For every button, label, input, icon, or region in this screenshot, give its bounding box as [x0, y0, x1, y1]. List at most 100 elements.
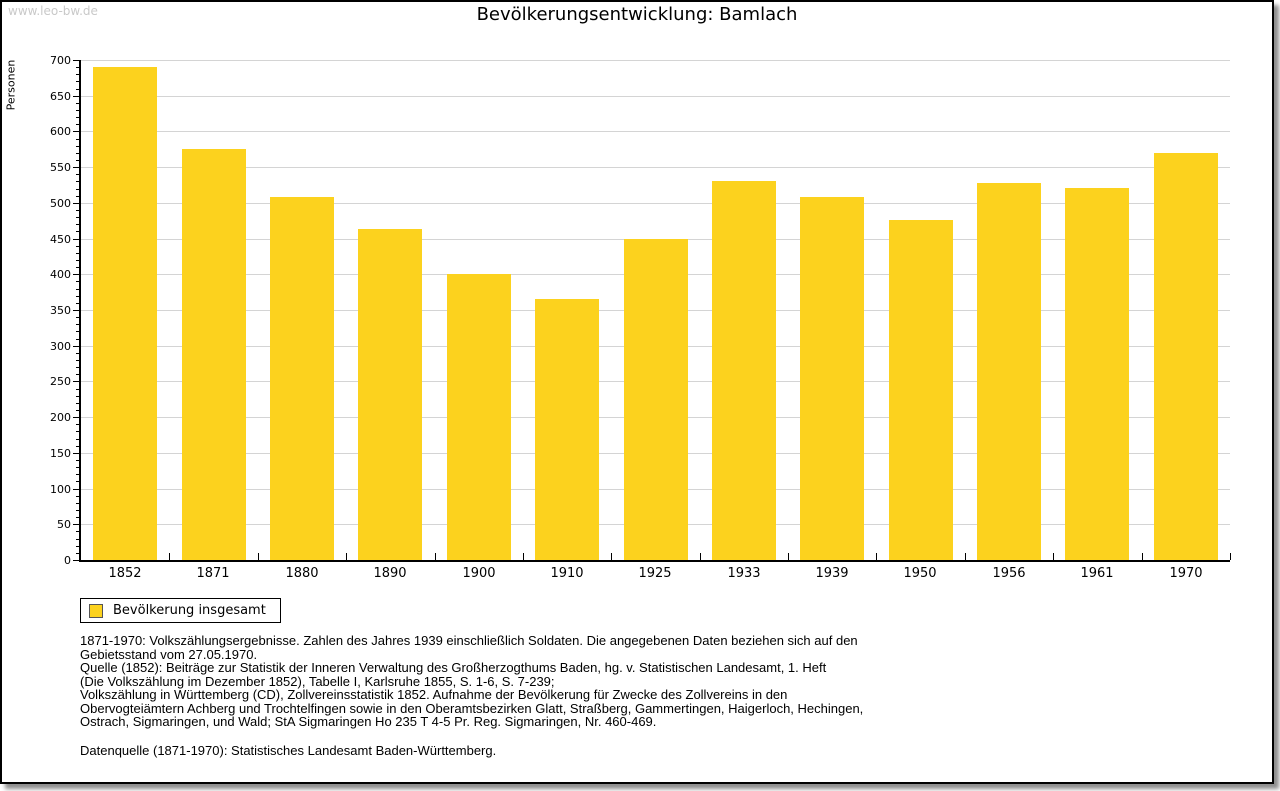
- bar-1910: [535, 299, 599, 560]
- source-note-line: Gebietsstand vom 27.05.1970.: [80, 646, 258, 662]
- y-minor-tick: [76, 402, 79, 404]
- plot-area: 0 50 100 150 200 250 300 350 400 450 500 550 600 650 7…: [50, 54, 1231, 581]
- category-separator-tick: [435, 553, 436, 560]
- x-tick-label: 1890: [373, 566, 407, 581]
- category-separator-tick: [1142, 553, 1143, 560]
- chart-title: Bevölkerungsentwicklung: Bamlach: [476, 4, 798, 25]
- y-minor-tick: [76, 117, 79, 119]
- bar-1925: [624, 239, 688, 560]
- source-note-line: (Die Volkszählung im Dezember 1852), Tab…: [80, 673, 555, 689]
- y-minor-tick: [76, 102, 79, 104]
- gridline: [81, 60, 1230, 61]
- y-minor-tick: [76, 210, 79, 211]
- legend-swatch-icon: [89, 603, 103, 618]
- y-major-tick: [73, 345, 79, 347]
- y-major-tick: [73, 274, 79, 276]
- x-tick-label: 1950: [903, 566, 937, 581]
- bar-1956: [977, 183, 1041, 560]
- y-minor-tick: [76, 160, 79, 161]
- y-minor-tick: [76, 260, 79, 261]
- category-separator-tick: [169, 553, 170, 560]
- y-minor-tick: [76, 352, 79, 354]
- y-tick-label: 350: [50, 304, 71, 317]
- x-tick-label: 1925: [638, 566, 672, 581]
- y-minor-tick: [76, 217, 79, 219]
- y-major-tick: [73, 310, 79, 311]
- y-minor-tick: [76, 367, 79, 369]
- bar-1950: [889, 220, 953, 560]
- x-tick-label: 1900: [462, 566, 496, 581]
- y-tick-label: 0: [64, 554, 71, 567]
- x-tick-label: 1910: [550, 566, 584, 581]
- y-major-tick: [73, 238, 79, 240]
- category-separator-tick: [1053, 553, 1054, 560]
- y-minor-tick: [76, 474, 79, 476]
- legend-label: Bevölkerung insgesamt: [113, 603, 266, 618]
- x-tick-label: 1961: [1080, 566, 1114, 581]
- y-tick-label: 700: [50, 54, 71, 67]
- y-minor-tick: [76, 224, 79, 226]
- bar-1890: [358, 229, 422, 560]
- y-minor-tick: [76, 145, 79, 147]
- y-minor-tick: [76, 295, 79, 297]
- source-note-line: Volkszählung in Württemberg (CD), Zollve…: [80, 687, 788, 702]
- y-minor-tick: [76, 510, 79, 511]
- y-minor-tick: [76, 502, 79, 504]
- y-minor-tick: [76, 74, 79, 76]
- y-minor-tick: [76, 552, 79, 554]
- y-minor-tick: [76, 338, 79, 340]
- y-minor-tick: [76, 252, 79, 254]
- y-minor-tick: [76, 324, 79, 326]
- source-note-line: 1871-1970: Volkszählungsergebnisse. Zahl…: [80, 633, 858, 648]
- y-minor-tick: [76, 517, 79, 519]
- y-minor-tick: [76, 152, 79, 154]
- y-minor-tick: [76, 395, 79, 397]
- y-minor-tick: [76, 267, 79, 269]
- category-separator-tick: [1230, 553, 1231, 560]
- x-tick-label: 1970: [1169, 566, 1203, 581]
- bar-1933: [712, 181, 776, 560]
- y-minor-tick: [76, 281, 79, 283]
- category-separator-tick: [346, 553, 347, 560]
- y-major-tick: [73, 417, 79, 419]
- y-major-tick: [73, 452, 79, 454]
- y-tick-label: 150: [50, 446, 71, 460]
- y-minor-tick: [76, 424, 79, 426]
- y-axis-title: Personen: [4, 59, 18, 111]
- source-note-line: Obervogteiämtern Achberg und Trochtelfin…: [80, 700, 864, 716]
- y-major-tick: [73, 167, 79, 169]
- y-major-tick: [73, 524, 79, 526]
- watermark: www.leo-bw.de: [8, 4, 98, 18]
- y-minor-tick: [76, 181, 79, 183]
- source-note-line: Quelle (1852): Beiträge zur Statistik de…: [80, 660, 827, 675]
- legend: Bevölkerung insgesamt: [80, 598, 281, 623]
- gridline: [81, 202, 1230, 204]
- y-major-tick: [73, 202, 79, 204]
- y-minor-tick: [76, 410, 79, 411]
- y-minor-tick: [76, 531, 79, 533]
- y-major-tick: [73, 488, 79, 490]
- gridline: [81, 131, 1230, 133]
- y-minor-tick: [76, 445, 79, 447]
- category-separator-tick: [611, 553, 612, 560]
- y-minor-tick: [76, 460, 79, 461]
- y-minor-tick: [76, 195, 79, 197]
- x-tick-label: 1871: [196, 566, 230, 581]
- y-minor-tick: [76, 495, 79, 497]
- y-minor-tick: [76, 174, 79, 176]
- bar-1939: [800, 197, 864, 560]
- y-minor-tick: [76, 438, 79, 440]
- y-tick-label: 100: [50, 482, 71, 496]
- source-notes: 1871-1970: Volkszählungsergebnisse. Zahl…: [80, 634, 863, 729]
- y-minor-tick: [76, 360, 79, 361]
- y-major-tick: [73, 560, 79, 561]
- y-major-tick: [73, 131, 79, 133]
- y-minor-tick: [76, 124, 79, 126]
- y-minor-tick: [76, 545, 79, 547]
- y-minor-tick: [76, 317, 79, 319]
- y-tick-label: 300: [50, 339, 71, 353]
- y-tick-label: 450: [50, 232, 71, 246]
- y-minor-tick: [76, 138, 79, 140]
- y-minor-tick: [76, 81, 79, 83]
